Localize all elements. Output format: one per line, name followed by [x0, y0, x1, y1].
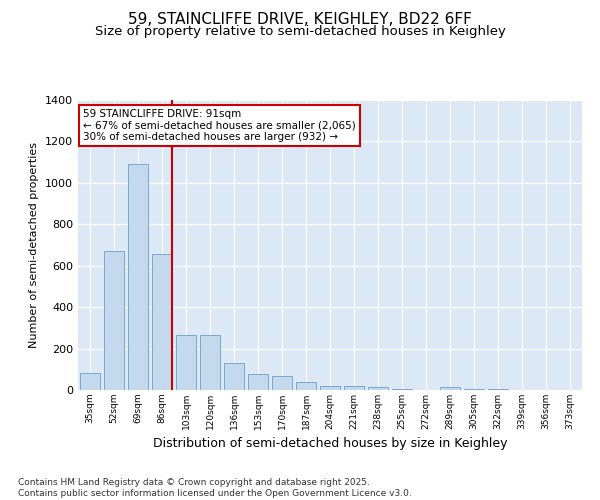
- Bar: [296, 382, 316, 390]
- Text: 59 STAINCLIFFE DRIVE: 91sqm
← 67% of semi-detached houses are smaller (2,065)
30: 59 STAINCLIFFE DRIVE: 91sqm ← 67% of sem…: [83, 108, 356, 142]
- Y-axis label: Number of semi-detached properties: Number of semi-detached properties: [29, 142, 40, 348]
- Bar: [176, 335, 196, 390]
- Bar: [200, 335, 220, 390]
- Bar: [80, 374, 100, 390]
- Bar: [248, 374, 268, 390]
- Bar: [104, 251, 124, 390]
- Bar: [392, 388, 412, 390]
- Bar: [128, 164, 148, 390]
- Bar: [272, 376, 292, 390]
- Text: Contains HM Land Registry data © Crown copyright and database right 2025.
Contai: Contains HM Land Registry data © Crown c…: [18, 478, 412, 498]
- Bar: [368, 387, 388, 390]
- Bar: [344, 386, 364, 390]
- Bar: [152, 254, 172, 390]
- Bar: [320, 386, 340, 390]
- X-axis label: Distribution of semi-detached houses by size in Keighley: Distribution of semi-detached houses by …: [153, 438, 507, 450]
- Bar: [464, 389, 484, 390]
- Bar: [224, 363, 244, 390]
- Text: Size of property relative to semi-detached houses in Keighley: Size of property relative to semi-detach…: [95, 25, 505, 38]
- Text: 59, STAINCLIFFE DRIVE, KEIGHLEY, BD22 6FF: 59, STAINCLIFFE DRIVE, KEIGHLEY, BD22 6F…: [128, 12, 472, 28]
- Bar: [440, 387, 460, 390]
